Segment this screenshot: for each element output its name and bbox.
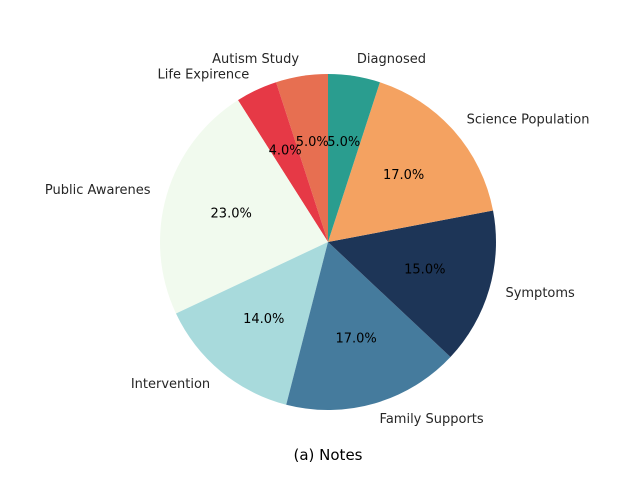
slice-label-diagnosed: Diagnosed (357, 52, 426, 67)
percent-label-science-population: 17.0% (383, 168, 424, 183)
slice-label-science-population: Science Population (467, 112, 590, 127)
pie-slices (159, 74, 496, 410)
percent-label-family-supports: 17.0% (335, 331, 376, 346)
slice-label-public-awarenes: Public Awarenes (45, 183, 151, 198)
slice-label-autism-study: Autism Study (212, 52, 299, 67)
slice-label-symptoms: Symptoms (505, 286, 575, 301)
percent-label-intervention: 14.0% (243, 312, 284, 327)
pie-percent-labels: 5.0%4.0%23.0%14.0%17.0%15.0%17.0%5.0% (211, 135, 446, 346)
pie-slice-intervention (175, 242, 328, 405)
percent-label-autism-study: 5.0% (296, 135, 329, 150)
percent-label-life-expirence: 4.0% (269, 143, 302, 158)
pie-slice-life-expirence (237, 82, 328, 242)
pie-slice-autism-study (276, 74, 328, 242)
percent-label-diagnosed: 5.0% (327, 135, 360, 150)
slice-label-life-expirence: Life Expirence (158, 67, 250, 82)
chart-title: (a) Notes (294, 446, 363, 464)
slice-label-intervention: Intervention (131, 377, 210, 392)
pie-slice-family-supports (286, 242, 451, 410)
pie-slice-diagnosed (328, 74, 380, 242)
slice-label-family-supports: Family Supports (380, 412, 484, 427)
pie-slice-symptoms (328, 210, 496, 357)
pie-slice-science-population (328, 82, 494, 242)
percent-label-symptoms: 15.0% (404, 263, 445, 278)
pie-slice-public-awarenes (159, 100, 328, 314)
percent-label-public-awarenes: 23.0% (211, 206, 252, 221)
